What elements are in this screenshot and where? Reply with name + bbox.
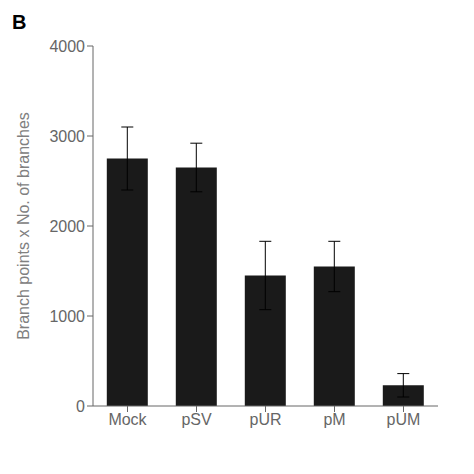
svg-text:pUM: pUM [387, 411, 421, 428]
html-text:B: B [12, 11, 27, 33]
svg-text:pUR: pUR [249, 411, 281, 428]
svg-text:pSV: pSV [181, 411, 212, 428]
svg-text:Branch points x No. of branche: Branch points x No. of branches [15, 112, 32, 340]
svg-text:4000: 4000 [49, 38, 85, 55]
svg-text:Mock: Mock [108, 411, 147, 428]
svg-text:2000: 2000 [49, 218, 85, 235]
svg-text:3000: 3000 [49, 128, 85, 145]
svg-text:1000: 1000 [49, 308, 85, 325]
svg-text:pM: pM [323, 411, 345, 428]
svg-text:0: 0 [76, 398, 85, 415]
